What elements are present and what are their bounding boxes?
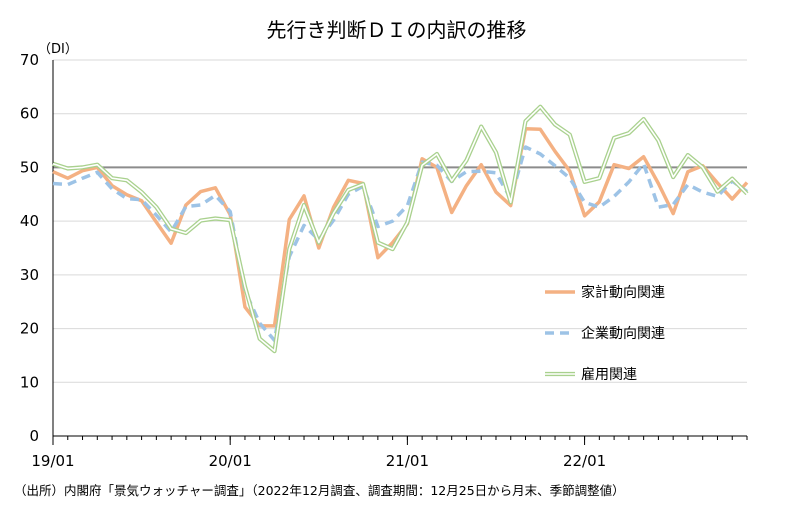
series-line-1 — [52, 145, 749, 343]
x-tick-label-22/01: 22/01 — [563, 452, 606, 470]
y-tick-label-60: 60 — [20, 105, 39, 123]
y-tick-label-70: 70 — [20, 51, 39, 69]
series-line-2-outline — [52, 104, 749, 354]
source-note: （出所）内閣府「景気ウォッチャー調査」（2022年12月調査、調査期間：12月2… — [14, 483, 625, 498]
y-tick-label-0: 0 — [29, 427, 39, 445]
legend-label-1: 企業動向関連 — [581, 325, 665, 342]
y-tick-label-10: 10 — [20, 373, 39, 391]
chart-title: 先行き判断ＤＩの内訳の推移 — [266, 18, 527, 42]
legend-label-0: 家計動向関連 — [581, 284, 665, 301]
y-axis-unit-label: （DI） — [38, 42, 78, 57]
y-tick-label-30: 30 — [20, 266, 39, 284]
series-lines — [52, 104, 749, 354]
legend-label-2: 雇用関連 — [581, 366, 637, 383]
x-tick-label-19/01: 19/01 — [31, 452, 74, 470]
x-tick-label-21/01: 21/01 — [386, 452, 429, 470]
y-tick-label-40: 40 — [20, 212, 39, 230]
y-tick-label-20: 20 — [20, 320, 39, 338]
series-line-2-core — [52, 105, 748, 352]
x-tick-label-20/01: 20/01 — [209, 452, 252, 470]
axes: 0 10 20 30 40 50 60 70 19/01 20/01 21/01 22/01 — [20, 51, 748, 470]
y-tick-label-50: 50 — [20, 158, 39, 176]
